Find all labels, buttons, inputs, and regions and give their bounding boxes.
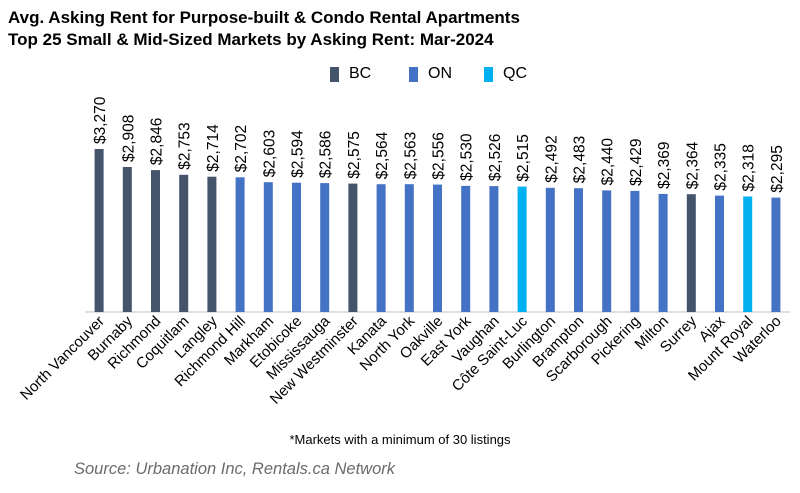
- data-label: $2,714: [205, 124, 222, 172]
- bar: [207, 176, 217, 312]
- bar: [602, 190, 612, 312]
- bar: [461, 185, 471, 312]
- bar: [489, 186, 499, 312]
- legend-swatch-on: [409, 66, 418, 82]
- legend-swatch-qc: [484, 66, 493, 82]
- chart-title: Avg. Asking Rent for Purpose-built & Con…: [8, 8, 520, 27]
- data-label: $2,318: [741, 144, 758, 191]
- bar: [151, 170, 160, 312]
- data-label: $2,702: [233, 125, 250, 172]
- bar: [771, 197, 781, 312]
- data-label: $2,846: [149, 118, 166, 165]
- legend-item-bc: BC: [330, 64, 371, 84]
- legend-item-on: ON: [409, 64, 452, 84]
- data-label: $2,575: [346, 131, 363, 178]
- bar: [404, 184, 414, 312]
- bar: [292, 182, 301, 312]
- data-label: $2,594: [290, 130, 307, 178]
- bar: [630, 190, 640, 312]
- data-label: $2,295: [769, 145, 786, 192]
- data-label: $2,908: [120, 115, 137, 162]
- data-label: $2,530: [459, 133, 476, 181]
- bar: [715, 195, 724, 312]
- legend-swatch-bc: [330, 66, 339, 82]
- data-label: $2,440: [600, 138, 617, 186]
- bar: [94, 149, 104, 312]
- bar: [574, 188, 583, 312]
- data-label: $2,335: [713, 143, 730, 190]
- data-label: $2,515: [515, 134, 532, 181]
- bar: [263, 182, 273, 312]
- data-label: $2,603: [261, 130, 278, 177]
- legend-label-qc: QC: [503, 65, 527, 82]
- bar: [122, 167, 132, 312]
- data-label: $2,586: [318, 131, 335, 178]
- legend-item-qc: QC: [484, 64, 527, 84]
- bar: [517, 186, 527, 312]
- bar: [235, 177, 245, 312]
- bar: [376, 184, 386, 312]
- data-label: $2,563: [402, 132, 419, 179]
- legend-label-on: ON: [428, 65, 452, 82]
- bar: [545, 187, 555, 312]
- source-note: Source: Urbanation Inc, Rentals.ca Netwo…: [74, 460, 395, 478]
- data-label: $3,270: [92, 96, 109, 144]
- legend-label-bc: BC: [349, 65, 372, 82]
- data-label: $2,492: [543, 135, 560, 182]
- data-label: $2,564: [374, 131, 391, 179]
- bar: [743, 196, 753, 312]
- data-label: $2,483: [572, 136, 589, 183]
- bar: [658, 193, 668, 312]
- data-label: $2,429: [628, 138, 645, 185]
- bar: [433, 184, 442, 312]
- chart-subtitle: Top 25 Small & Mid-Sized Markets by Aski…: [8, 30, 494, 49]
- data-label: $2,526: [487, 134, 504, 181]
- bar: [348, 183, 358, 312]
- data-label: $2,369: [656, 141, 673, 188]
- data-label: $2,753: [177, 122, 194, 169]
- footnote: *Markets with a minimum of 30 listings: [289, 432, 511, 447]
- bar: [320, 183, 330, 312]
- data-label: $2,556: [431, 132, 448, 179]
- data-label: $2,364: [684, 141, 701, 189]
- bar: [179, 174, 189, 312]
- bar: [686, 194, 696, 312]
